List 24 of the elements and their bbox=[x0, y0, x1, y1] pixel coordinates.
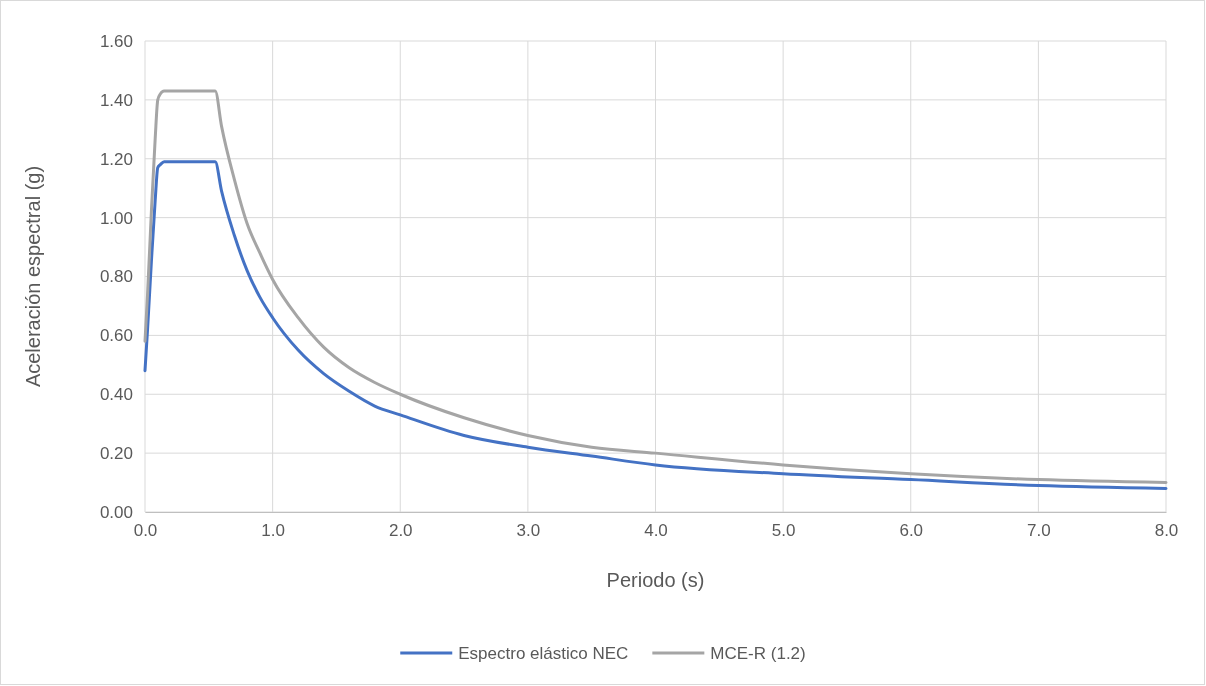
x-tick-label: 5.0 bbox=[771, 521, 796, 541]
y-tick-label: 1.60 bbox=[99, 31, 133, 51]
x-axis-title: Periodo (s) bbox=[606, 569, 705, 591]
y-tick-label: 0.40 bbox=[99, 385, 133, 405]
x-tick-label: 3.0 bbox=[516, 521, 541, 541]
x-tick-label: 6.0 bbox=[899, 521, 924, 541]
y-tick-label: 0.80 bbox=[99, 267, 133, 287]
y-tick-label: 1.40 bbox=[99, 90, 133, 110]
legend-label: MCE-R (1.2) bbox=[710, 644, 806, 663]
x-tick-label: 4.0 bbox=[644, 521, 668, 541]
y-tick-label: 1.00 bbox=[99, 208, 133, 228]
y-tick-label: 0.60 bbox=[99, 326, 133, 346]
x-tick-label: 8.0 bbox=[1154, 521, 1179, 541]
x-tick-label: 2.0 bbox=[388, 521, 413, 541]
y-axis-title: Aceleración espectral (g) bbox=[22, 165, 44, 388]
x-tick-label: 0.0 bbox=[133, 521, 158, 541]
x-tick-label: 1.0 bbox=[261, 521, 285, 541]
legend-label: Espectro elástico NEC bbox=[458, 644, 629, 663]
y-tick-label: 0.00 bbox=[99, 502, 133, 522]
x-tick-label: 7.0 bbox=[1027, 521, 1051, 541]
y-tick-label: 0.20 bbox=[99, 444, 133, 464]
y-tick-label: 1.20 bbox=[99, 149, 133, 169]
line-series bbox=[143, 160, 1168, 490]
line-series bbox=[143, 89, 1168, 485]
